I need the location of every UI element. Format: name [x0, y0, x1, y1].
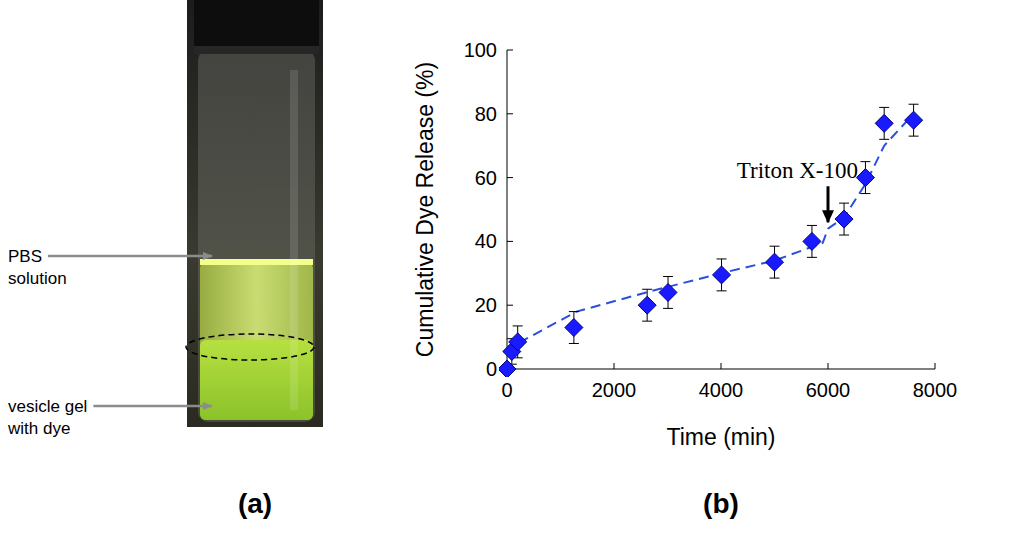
- data-point: [509, 333, 527, 351]
- axes: 0 20 40 60 80 100 0 2000 4000 6000 8000: [464, 39, 958, 401]
- y-tick-label: 0: [486, 358, 497, 380]
- error-cap: [663, 276, 673, 277]
- photo-label-line: with dye: [7, 419, 70, 438]
- error-cap: [717, 290, 727, 291]
- gel-outline: [186, 334, 314, 360]
- error-cap: [909, 136, 919, 137]
- y-tick-label: 60: [475, 167, 497, 189]
- error-cap: [839, 203, 849, 204]
- data-point: [565, 319, 583, 337]
- fit-line: [507, 114, 914, 353]
- data-point: [499, 360, 516, 377]
- x-tick: [935, 363, 936, 369]
- vial-glass: [198, 50, 315, 422]
- x-tick-label: 4000: [699, 379, 744, 401]
- x-tick: [828, 363, 829, 369]
- data-point: [905, 111, 923, 129]
- error-cap: [569, 311, 579, 312]
- y-tick: [507, 305, 513, 306]
- y-tick-label: 100: [464, 39, 497, 61]
- data-point: [766, 253, 784, 271]
- photo-background: [187, 0, 323, 427]
- error-cap: [807, 257, 817, 258]
- cap-rim: [194, 46, 319, 54]
- photo-label: PBS solution: [8, 247, 67, 288]
- error-cap: [770, 278, 780, 279]
- y-tick: [507, 241, 513, 242]
- error-cap: [860, 193, 870, 194]
- annotation-label: Triton X-100: [737, 158, 858, 183]
- figure: PBS solution vesicle gel with dye 0 20 40 60 80 1…: [0, 0, 1023, 535]
- error-cap: [717, 258, 727, 259]
- photo-label: vesicle gel with dye: [7, 397, 87, 438]
- error-cap: [770, 246, 780, 247]
- data-point: [835, 210, 853, 228]
- pointer-arrow: [93, 405, 212, 408]
- data-point: [803, 232, 821, 250]
- y-axis: [507, 50, 508, 369]
- data-point: [713, 266, 731, 284]
- photo-label-line: PBS: [8, 247, 42, 266]
- data-point: [638, 296, 656, 314]
- x-tick-label: 2000: [592, 379, 637, 401]
- y-tick-label: 80: [475, 103, 497, 125]
- x-tick-label: 6000: [806, 379, 851, 401]
- panel-label: (a): [238, 488, 272, 519]
- error-cap: [513, 325, 523, 326]
- y-tick: [507, 177, 513, 178]
- y-tick: [507, 50, 513, 51]
- y-tick: [507, 113, 513, 114]
- data-point: [875, 114, 893, 132]
- x-axis-title: Time (min): [666, 424, 775, 450]
- vial-cap: [194, 0, 319, 52]
- error-cap: [879, 107, 889, 108]
- data-point: [856, 169, 874, 187]
- error-cap: [642, 289, 652, 290]
- pointer-arrow: [48, 255, 212, 258]
- plot-area: [499, 104, 923, 377]
- glass-highlight: [290, 70, 298, 410]
- error-cap: [860, 161, 870, 162]
- x-tick-label: 8000: [913, 379, 958, 401]
- error-cap: [569, 343, 579, 344]
- photo: [186, 0, 323, 427]
- x-tick-label: 0: [501, 379, 512, 401]
- error-cap: [839, 235, 849, 236]
- y-tick-label: 40: [475, 230, 497, 252]
- photo-label-line: solution: [8, 269, 67, 288]
- error-cap: [642, 321, 652, 322]
- photo-label-line: vesicle gel: [8, 397, 87, 416]
- error-cap: [909, 104, 919, 105]
- error-cap: [807, 225, 817, 226]
- x-tick: [614, 363, 615, 369]
- x-tick: [721, 363, 722, 369]
- annotation-arrow: [827, 186, 830, 222]
- error-cap: [663, 308, 673, 309]
- y-axis-title: Cumulative Dye Release (%): [412, 62, 438, 357]
- data-point: [659, 283, 677, 301]
- error-cap: [879, 139, 889, 140]
- panel-label: (b): [703, 488, 739, 519]
- y-tick-label: 20: [475, 294, 497, 316]
